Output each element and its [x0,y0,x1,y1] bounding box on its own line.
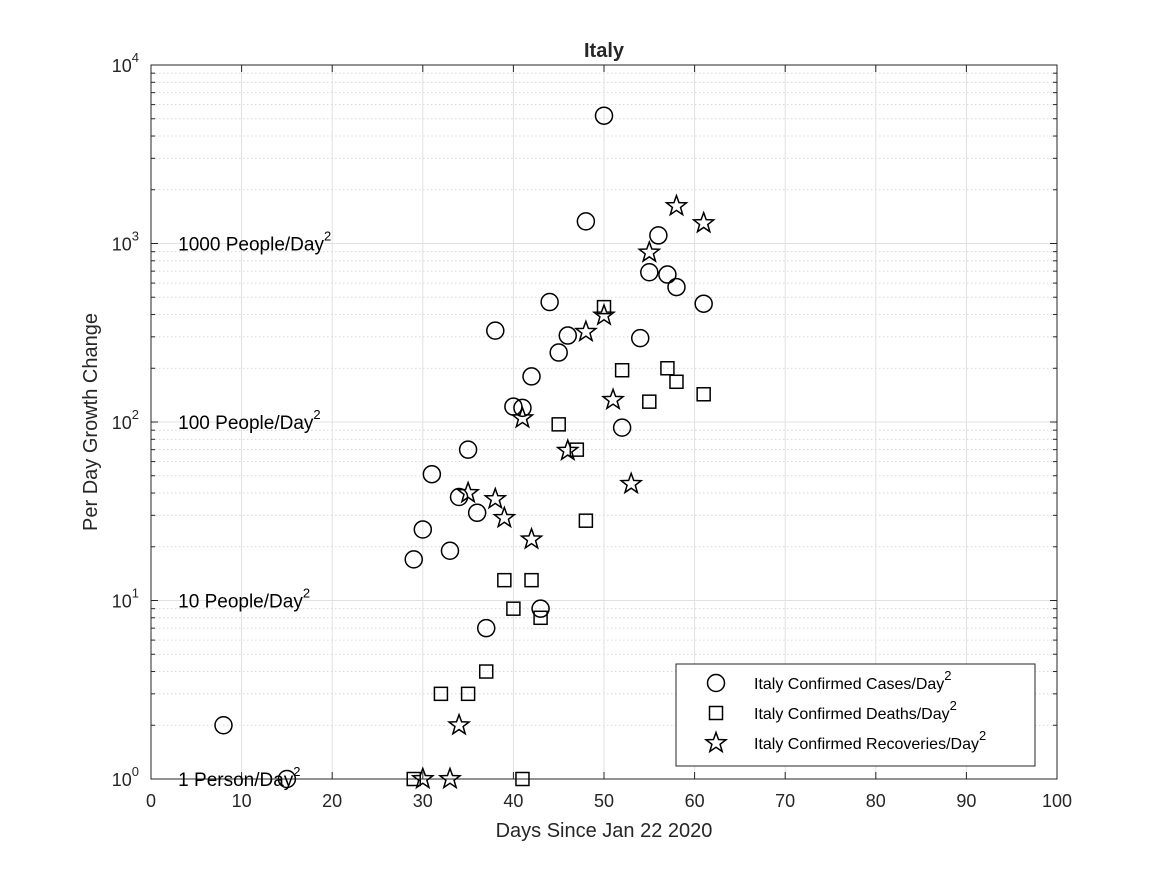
recovery-point [573,319,598,343]
x-tick-label: 0 [146,791,156,811]
case-point [277,769,297,789]
case-point [658,265,677,284]
case-point [549,343,568,362]
case-point [640,263,659,282]
chart-title: Italy [584,40,625,62]
x-tick-label: 10 [232,791,252,811]
square-series [406,299,711,787]
recovery-point [510,405,535,429]
case-point [612,418,632,437]
death-point [614,362,630,378]
death-point [433,686,449,702]
case-point [476,618,496,638]
case-point [667,277,686,297]
recovery-point [483,486,508,510]
x-axis-label: Days Since Jan 22 2020 [496,820,713,842]
circle-series [214,106,713,789]
case-point [440,541,460,560]
recovery-point [619,471,644,495]
recovery-point [600,387,626,411]
death-point [578,513,594,528]
recovery-point [519,526,544,550]
recovery-point [637,239,662,263]
recovery-point [591,302,617,326]
case-point [404,550,423,569]
death-point [660,361,675,376]
case-point [576,212,596,231]
legend-star-marker [703,730,729,754]
death-point [642,394,657,409]
x-axis: 0 10 20 30 40 50 60 70 80 90 100 [146,65,1072,811]
death-point [515,771,530,787]
legend-box [675,663,1036,767]
recovery-point [555,438,580,462]
case-point [694,294,713,313]
recovery-point [437,766,463,790]
legend-circle-marker [706,673,726,693]
x-tick-label: 20 [322,791,342,811]
recovery-point [492,505,517,529]
recovery-point [456,480,481,504]
x-tick-label: 50 [594,791,614,811]
x-tick-label: 30 [413,791,433,811]
case-point [594,106,614,125]
case-point [649,226,668,245]
case-point [630,328,650,348]
case-point [522,367,541,386]
case-point [558,326,578,345]
x-tick-label: 80 [866,791,886,811]
case-point [540,292,559,312]
case-point [531,599,550,618]
case-point [422,464,442,484]
x-tick-label: 60 [685,791,705,811]
recovery-point [691,210,716,234]
recovery-point [664,193,689,217]
legend-square-marker [708,705,724,721]
death-point [506,601,521,616]
death-point [669,374,684,390]
case-point [413,520,433,539]
death-point [696,387,711,402]
data-markers [214,106,716,790]
death-point [406,771,421,787]
death-point [524,572,539,588]
recovery-point [446,712,472,736]
case-point [513,398,532,418]
x-tick-label: 70 [775,791,795,811]
y-axis-label: Per Day Growth Change [80,313,102,531]
death-point [551,417,566,432]
x-tick-label: 40 [503,791,523,811]
case-point [214,716,233,735]
death-point [569,442,585,457]
death-point [497,572,512,588]
case-point [486,321,505,340]
death-point [478,664,494,679]
x-tick-label: 100 [1042,791,1072,811]
death-point [596,299,612,315]
recovery-point [410,766,435,790]
death-point [460,686,476,702]
x-tick-label: 90 [956,791,976,811]
death-point [533,610,548,626]
case-point [458,440,478,459]
star-series [410,193,716,790]
case-point [467,503,487,523]
